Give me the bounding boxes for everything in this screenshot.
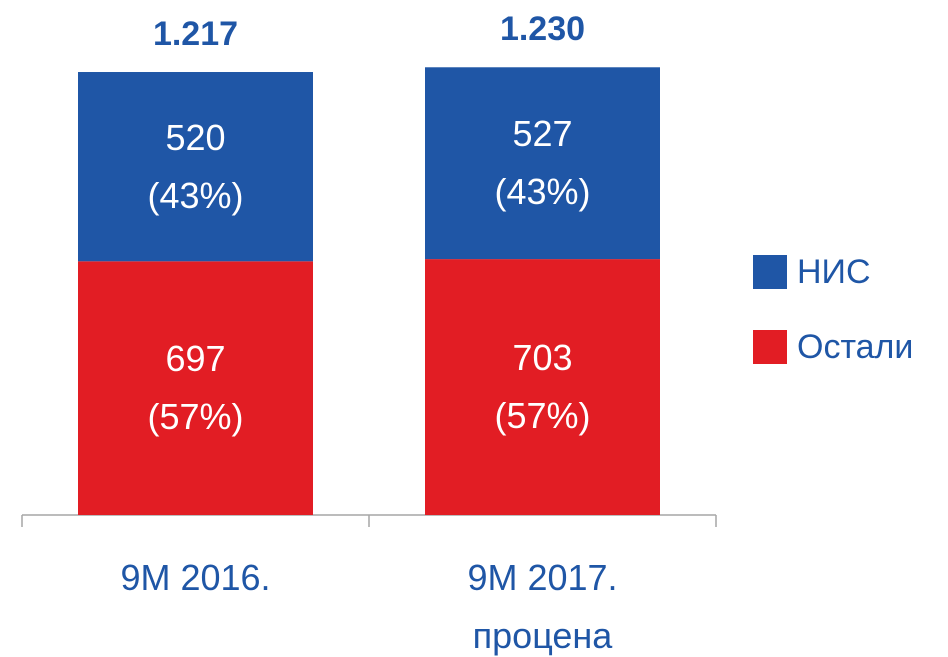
segment-label: 697 (57%) bbox=[147, 338, 244, 438]
x-tick-label: 9M 2017. процена bbox=[467, 557, 618, 656]
legend-label: Остали bbox=[797, 328, 914, 366]
legend-swatch bbox=[753, 330, 787, 364]
total-label: 1.230 bbox=[499, 10, 586, 49]
segment-label: 703 (57%) bbox=[494, 337, 591, 437]
bar-segment bbox=[425, 67, 660, 260]
legend-label: НИС bbox=[797, 253, 871, 291]
segment-label: 527 (43%) bbox=[494, 113, 591, 213]
legend-swatch bbox=[753, 255, 787, 289]
bar-segment bbox=[78, 261, 313, 515]
total-label: 1.217 bbox=[152, 15, 239, 53]
bar-segment bbox=[425, 259, 660, 515]
bar-segment bbox=[78, 72, 313, 262]
x-tick-label: 9M 2016. bbox=[120, 557, 271, 598]
segment-label: 520 (43%) bbox=[147, 116, 244, 216]
